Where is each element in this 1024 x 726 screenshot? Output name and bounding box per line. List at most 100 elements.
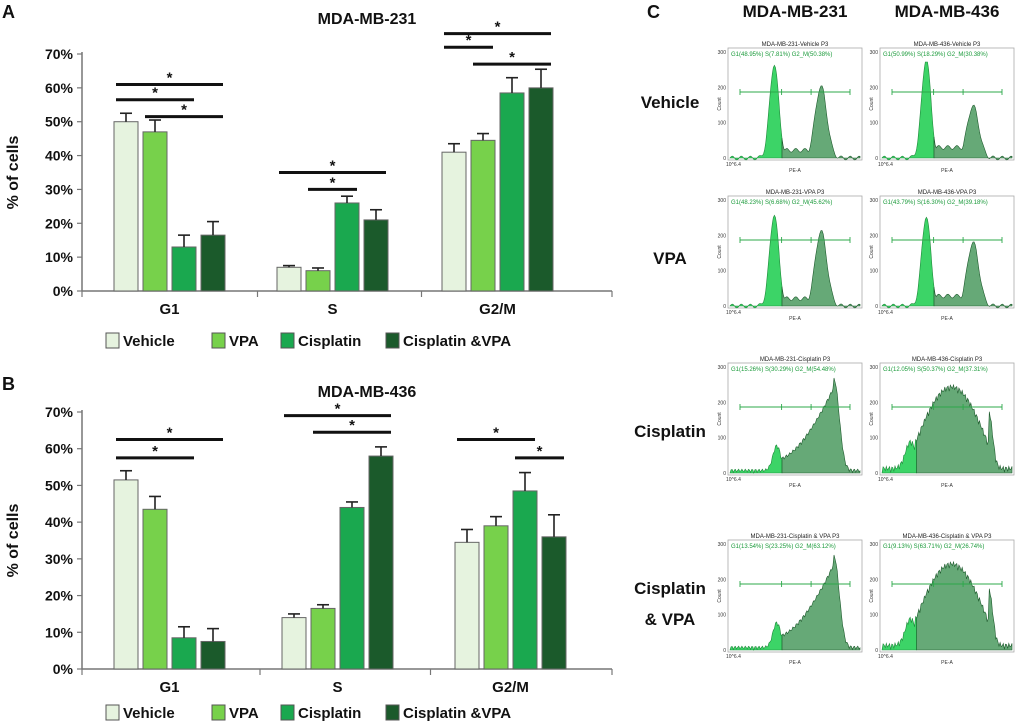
- significance-star: *: [509, 49, 515, 66]
- flow-y-label: Count: [717, 589, 723, 603]
- y-tick-label: 30%: [45, 181, 74, 197]
- y-tick-label: 40%: [45, 514, 74, 530]
- flow-row-label-vpa: VPA: [653, 249, 687, 268]
- flow-histogram-g1-peak: [881, 438, 917, 474]
- category-label: G2/M: [479, 301, 516, 318]
- bar-G1-cisplatin_vpa: [200, 234, 226, 292]
- bar-S-cisplatin: [339, 506, 365, 670]
- bar-S-vpa: [305, 270, 331, 292]
- significance-star: *: [349, 417, 355, 434]
- flow-y-tick: 100: [870, 613, 879, 619]
- flow-x-label: PE-A: [941, 660, 953, 666]
- bar-G2M-vpa: [483, 525, 509, 670]
- flow-histogram: MDA-MB-231-Cisplatin P3 G1(15.26%) S(30.2…: [717, 357, 863, 489]
- flow-histogram-sg2-region: [781, 85, 861, 161]
- flow-plot-frame: [879, 47, 1015, 161]
- y-tick-label: 50%: [45, 114, 74, 130]
- y-tick-label: 10%: [45, 624, 74, 640]
- category-label: G1: [159, 679, 179, 696]
- significance-star: *: [335, 401, 341, 418]
- flow-y-tick: 200: [718, 233, 727, 239]
- flow-y-tick: 300: [870, 50, 879, 56]
- flow-plot-title: MDA-MB-436-Vehicle P3: [914, 42, 981, 48]
- flow-y-tick: 100: [718, 436, 727, 442]
- flow-plot-frame: [879, 195, 1015, 309]
- panel-c-letter: C: [647, 2, 660, 22]
- flow-histogram-g1-peak: [729, 444, 783, 474]
- flow-plot-title: MDA-MB-231-Vehicle P3: [762, 42, 829, 48]
- y-tick-label: 20%: [45, 588, 74, 604]
- flow-y-tick: 100: [870, 436, 879, 442]
- y-tick-label: 70%: [45, 46, 74, 62]
- flow-y-label: Count: [717, 412, 723, 426]
- flow-histogram-g1-peak: [729, 64, 783, 161]
- flow-y-tick: 100: [718, 121, 727, 127]
- bar-G1-vpa: [142, 131, 168, 292]
- bar-G2M-vpa: [470, 139, 496, 292]
- flow-y-tick: 200: [870, 85, 879, 91]
- flow-y-tick: 200: [718, 85, 727, 91]
- legend-label-vpa: VPA: [229, 705, 259, 722]
- bar-S-vehicle: [276, 266, 302, 292]
- legend-swatch-vehicle: [105, 332, 120, 349]
- panel-b: B MDA-MB-436 % of cells 0% 10% 20% 30% 40% 50% 6…: [2, 374, 613, 722]
- flow-histogram-g1-peak: [729, 214, 783, 309]
- chart-title: MDA-MB-231: [318, 11, 417, 28]
- flow-x-tick: 10^6.4: [726, 654, 741, 660]
- bar-G1-cisplatin: [171, 246, 197, 292]
- bar-G1-cisplatin: [171, 637, 197, 670]
- bar-G2M-vehicle: [441, 151, 467, 292]
- flow-plot-title: MDA-MB-436-Cisplatin & VPA P3: [903, 534, 993, 540]
- significance-star: *: [537, 443, 543, 460]
- y-tick-label: 50%: [45, 477, 74, 493]
- flow-histogram-sg2-region: [933, 241, 1013, 309]
- flow-x-tick: 10^6.4: [878, 654, 893, 660]
- flow-gate-stats: G1(48.95%) S(7.81%) G2_M(50.38%): [731, 52, 832, 58]
- bar-G1-vehicle: [113, 121, 139, 292]
- y-tick-label: 60%: [45, 441, 74, 457]
- flow-x-label: PE-A: [941, 316, 953, 322]
- y-tick-label: 30%: [45, 551, 74, 567]
- flow-x-label: PE-A: [941, 483, 953, 489]
- flow-gate-stats: G1(12.05%) S(50.37%) G2_M(37.31%): [883, 367, 988, 373]
- flow-gate-stats: G1(15.26%) S(30.29%) G2_M(54.48%): [731, 367, 836, 373]
- flow-x-tick: 10^6.4: [726, 310, 741, 316]
- flow-y-label: Count: [717, 97, 723, 111]
- flow-histogram-g1-peak: [729, 621, 783, 651]
- flow-y-tick: 300: [718, 542, 727, 548]
- legend-label-vehicle: Vehicle: [123, 333, 175, 350]
- flow-x-tick: 10^6.4: [878, 477, 893, 483]
- flow-histogram-sg2-region: [781, 230, 861, 309]
- flow-x-label: PE-A: [941, 168, 953, 174]
- flow-y-tick: 200: [870, 233, 879, 239]
- flow-x-label: PE-A: [789, 168, 801, 174]
- flow-gate-stats: G1(9.13%) S(63.71%) G2_M(26.74%): [883, 544, 984, 550]
- flow-y-tick: 100: [870, 269, 879, 275]
- flow-gate-stats: G1(48.23%) S(6.68%) G2_M(45.62%): [731, 200, 832, 206]
- flow-y-tick: 0: [723, 471, 726, 477]
- legend-swatch-vehicle: [105, 704, 120, 721]
- y-axis-label: % of cells: [5, 136, 22, 210]
- legend-label-cisplatin: Cisplatin: [298, 705, 361, 722]
- bar-S-vehicle: [281, 617, 307, 670]
- flow-y-tick: 200: [870, 400, 879, 406]
- y-tick-label: 70%: [45, 404, 74, 420]
- flow-plot-title: MDA-MB-231-Cisplatin & VPA P3: [751, 534, 841, 540]
- flow-row-label-cisplatin_vpa: Cisplatin: [634, 579, 706, 598]
- flow-y-tick: 100: [870, 121, 879, 127]
- flow-plot-frame: [727, 195, 863, 309]
- flow-y-tick: 0: [875, 648, 878, 654]
- y-tick-label: 60%: [45, 80, 74, 96]
- bar-S-cisplatin_vpa: [363, 219, 389, 292]
- flow-plot-title: MDA-MB-231-Cisplatin P3: [760, 357, 831, 363]
- flow-y-tick: 0: [875, 156, 878, 162]
- significance-star: *: [181, 102, 187, 119]
- significance-star: *: [466, 32, 472, 49]
- flow-y-tick: 0: [723, 648, 726, 654]
- flow-y-label: Count: [869, 589, 875, 603]
- bar-G1-vehicle: [113, 479, 139, 670]
- significance-star: *: [330, 158, 336, 175]
- flow-x-label: PE-A: [789, 660, 801, 666]
- flow-x-tick: 10^6.4: [878, 310, 893, 316]
